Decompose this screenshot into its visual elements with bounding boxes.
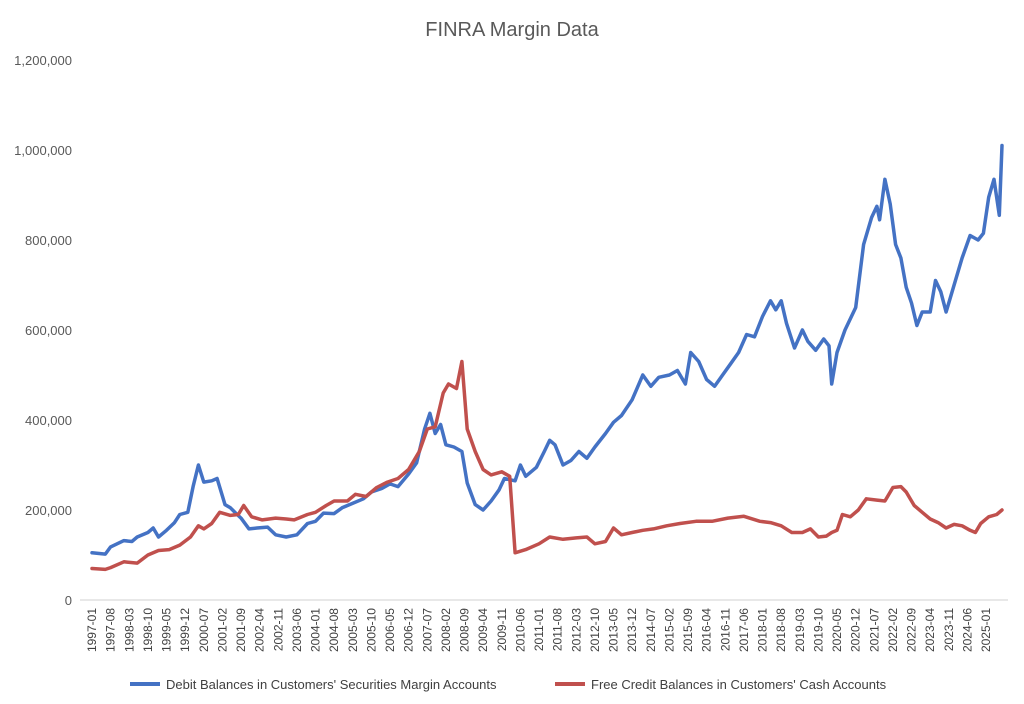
y-axis: 0 200,000 400,000 600,000 800,000 1,000,000 1,… [14,53,72,608]
x-tick-label: 2017-06 [737,608,751,652]
x-tick-label: 2011-08 [551,608,565,651]
x-tick-label: 2023-04 [923,608,937,652]
x-tick-label: 2005-03 [346,608,360,652]
x-tick-label: 2018-08 [774,608,788,652]
x-tick-label: 1999-12 [178,608,192,652]
x-tick-label: 2020-12 [849,608,863,652]
legend-label-debit: Debit Balances in Customers' Securities … [166,677,497,692]
x-tick-label: 2008-02 [439,608,453,652]
y-tick-label: 400,000 [25,413,72,428]
series-line-free-credit-balances [90,359,1004,572]
x-tick-label: 2018-01 [756,608,770,652]
x-tick-label: 2022-09 [905,608,919,652]
x-tick-label: 1999-05 [160,608,174,652]
x-tick-label: 2016-11 [718,608,732,651]
x-tick-label: 2012-03 [569,608,583,652]
x-tick-label: 2021-07 [867,608,881,652]
x-tick-label: 2009-11 [495,608,509,651]
x-tick-label: 2006-12 [402,608,416,652]
x-tick-label: 2022-02 [886,608,900,652]
x-tick-label: 2013-05 [607,608,621,652]
x-tick-label: 2004-01 [309,608,323,652]
x-tick-label: 2012-10 [588,608,602,652]
x-tick-label: 2003-06 [290,608,304,652]
y-tick-label: 200,000 [25,503,72,518]
x-tick-label: 2024-06 [960,608,974,652]
x-tick-label: 2005-10 [364,608,378,652]
x-tick-label: 2000-07 [197,608,211,652]
y-tick-label: 600,000 [25,323,72,338]
x-tick-label: 2019-10 [811,608,825,652]
legend: Debit Balances in Customers' Securities … [130,677,887,692]
x-tick-label: 2013-12 [625,608,639,652]
x-tick-label: 1997-01 [85,608,99,652]
y-tick-label: 1,200,000 [14,53,72,68]
x-tick-label: 2010-06 [513,608,527,652]
plot-area [90,143,1004,572]
y-tick-label: 0 [65,593,72,608]
legend-label-free-credit: Free Credit Balances in Customers' Cash … [591,677,887,692]
x-tick-label: 2019-03 [793,608,807,652]
x-tick-label: 2002-04 [253,608,267,652]
x-tick-label: 2014-07 [644,608,658,652]
y-tick-label: 800,000 [25,233,72,248]
x-tick-label: 2025-01 [979,608,993,652]
x-tick-label: 2015-02 [662,608,676,652]
x-tick-label: 1998-10 [141,608,155,652]
x-tick-label: 2020-05 [830,608,844,652]
x-tick-label: 2009-04 [476,608,490,652]
x-tick-label: 2008-09 [458,608,472,652]
chart-title: FINRA Margin Data [425,19,599,41]
x-tick-label: 2004-08 [327,608,341,652]
series-line-debit-balances [90,143,1004,556]
x-axis: 1997-01 1997-08 1998-03 1998-10 1999-05 1999-… [85,608,993,652]
x-tick-label: 2016-04 [700,608,714,652]
x-tick-label: 2007-07 [420,608,434,652]
x-tick-label: 2023-11 [942,608,956,651]
x-tick-label: 2002-11 [271,608,285,651]
x-tick-label: 2006-05 [383,608,397,652]
x-tick-label: 2001-02 [215,608,229,652]
x-tick-label: 1998-03 [122,608,136,652]
y-tick-label: 1,000,000 [14,143,72,158]
x-tick-label: 2011-01 [532,608,546,651]
x-tick-label: 1997-08 [104,608,118,652]
x-tick-label: 2015-09 [681,608,695,652]
x-tick-label: 2001-09 [234,608,248,652]
